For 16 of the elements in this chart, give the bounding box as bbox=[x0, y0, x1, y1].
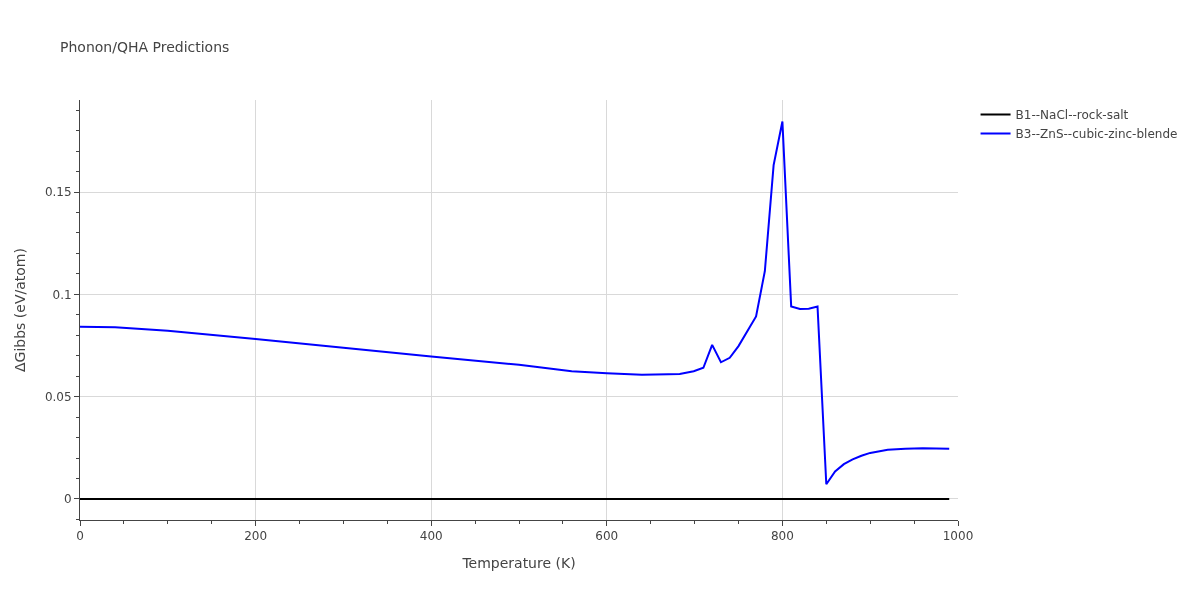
y-tick-label: 0.05 bbox=[44, 389, 72, 404]
y-tick-label: 0.15 bbox=[44, 185, 72, 200]
chart-title: Phonon/QHA Predictions bbox=[60, 38, 230, 55]
x-tick-label: 0 bbox=[76, 529, 84, 544]
x-tick-label: 600 bbox=[595, 529, 619, 544]
x-tick-label: 1000 bbox=[942, 529, 974, 544]
y-tick-label: 0 bbox=[63, 492, 72, 507]
x-tick-label: 400 bbox=[419, 529, 443, 544]
x-tick-label: 200 bbox=[244, 529, 268, 544]
y-axis-title: ΔGibbs (eV/atom) bbox=[12, 248, 29, 372]
legend-label: B1--NaCl--rock-salt bbox=[1015, 108, 1129, 123]
x-axis-title: Temperature (K) bbox=[461, 554, 576, 571]
legend-label: B3--ZnS--cubic-zinc-blende bbox=[1015, 127, 1178, 142]
y-tick-label: 0.1 bbox=[52, 287, 72, 302]
x-tick-label: 800 bbox=[770, 529, 794, 544]
line-series bbox=[80, 120, 951, 486]
